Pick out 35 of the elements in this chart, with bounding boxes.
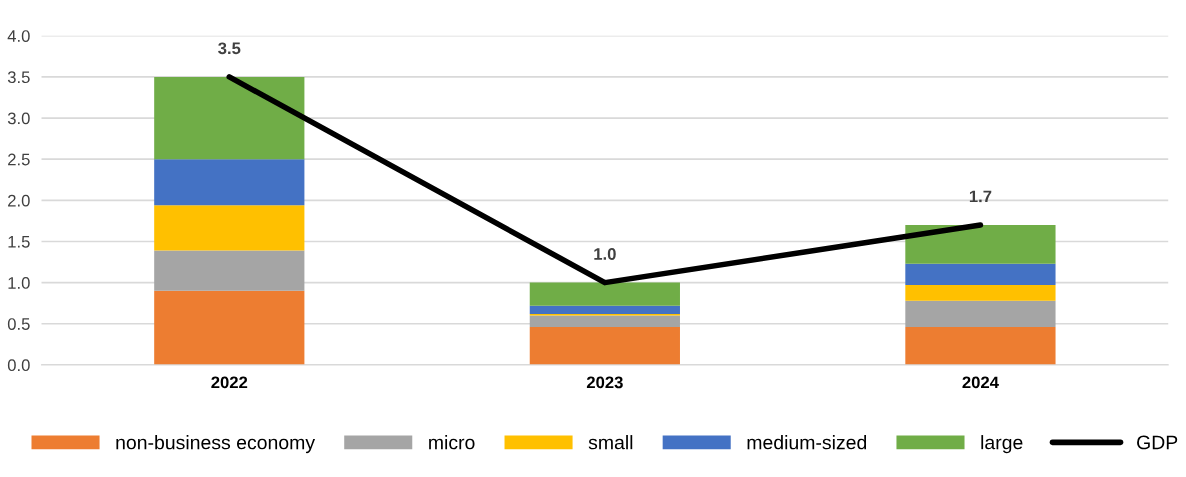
bar: [154, 290, 305, 365]
data-label: 1.7: [969, 190, 992, 203]
y-tick-label: 1.5: [8, 236, 30, 248]
bar: [154, 205, 305, 251]
data-label: 3.5: [218, 42, 241, 55]
bar: [154, 76, 305, 160]
y-tick-label: 0.5: [7, 318, 30, 330]
y-tick-label: 2.0: [8, 194, 30, 207]
bar: [529, 315, 680, 328]
legend-label: non-business economy: [116, 435, 316, 454]
y-tick-label: 3.5: [7, 71, 30, 84]
bar: [529, 327, 680, 365]
legend-label: small: [588, 435, 633, 450]
legend-label: micro: [429, 435, 475, 450]
bar: [905, 225, 1056, 264]
y-tick-label: 4.0: [7, 30, 30, 42]
legend-label: medium-sized: [747, 435, 867, 450]
legend-label: GDP: [1137, 435, 1178, 450]
x-tick-label: 2022: [211, 376, 248, 389]
y-tick-label: 0.0: [7, 359, 30, 372]
bar: [154, 159, 305, 206]
data-label: 1.0: [594, 248, 616, 260]
bar: [905, 327, 1056, 365]
y-tick-label: 3.0: [7, 112, 30, 125]
y-tick-label: 2.5: [8, 153, 30, 166]
x-tick-label: 2024: [962, 376, 999, 389]
x-tick-label: 2023: [586, 376, 623, 389]
bar: [154, 250, 305, 291]
legend-label: large: [981, 435, 1023, 454]
bar: [905, 285, 1056, 301]
bar: [905, 263, 1056, 286]
bar: [529, 282, 680, 306]
bar: [905, 300, 1056, 328]
y-tick-label: 1.0: [8, 277, 30, 289]
bar: [529, 305, 680, 314]
